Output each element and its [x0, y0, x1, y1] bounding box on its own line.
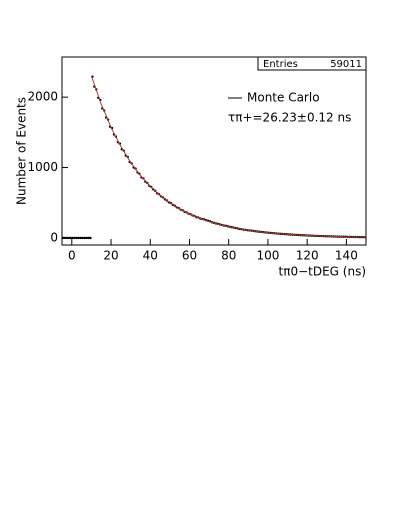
stats-box	[257, 56, 367, 71]
data-point	[81, 236, 84, 240]
stats-value: 59011	[330, 59, 362, 70]
y-axis-label: Number of Events	[15, 97, 29, 205]
data-point	[67, 236, 71, 240]
data-point	[85, 236, 88, 240]
data-point	[71, 236, 74, 240]
x-tick-label: 20	[103, 249, 118, 263]
x-axis-label: tπ0−tDEG (ns)	[279, 265, 366, 279]
data-point	[75, 236, 78, 240]
data-point	[65, 236, 69, 240]
fit-curve	[90, 75, 367, 238]
x-tick-label: 120	[296, 249, 319, 263]
stats-label: Entries	[263, 59, 298, 70]
x-tick-label: 100	[256, 249, 279, 263]
data-point	[77, 236, 80, 240]
plot-frame	[61, 56, 367, 246]
y-tick-label: 0	[50, 230, 58, 244]
annotation: τπ+=26.23±0.12 ns	[228, 111, 351, 125]
y-tick-label: 2000	[27, 90, 58, 104]
data-point	[73, 236, 76, 240]
x-tick-label: 140	[335, 249, 358, 263]
data-point	[69, 236, 73, 240]
data-point	[61, 236, 65, 240]
data-point	[79, 236, 82, 240]
x-tick-label: 40	[143, 249, 158, 263]
legend-label: Monte Carlo	[247, 91, 320, 105]
x-tick-label: 80	[221, 249, 236, 263]
y-tick-label: 1000	[27, 160, 58, 174]
x-tick-label: 60	[182, 249, 197, 263]
x-tick-label: 0	[68, 249, 76, 263]
data-point	[87, 236, 90, 240]
data-point	[89, 236, 92, 240]
data-point	[83, 236, 86, 240]
data-point	[63, 236, 67, 240]
